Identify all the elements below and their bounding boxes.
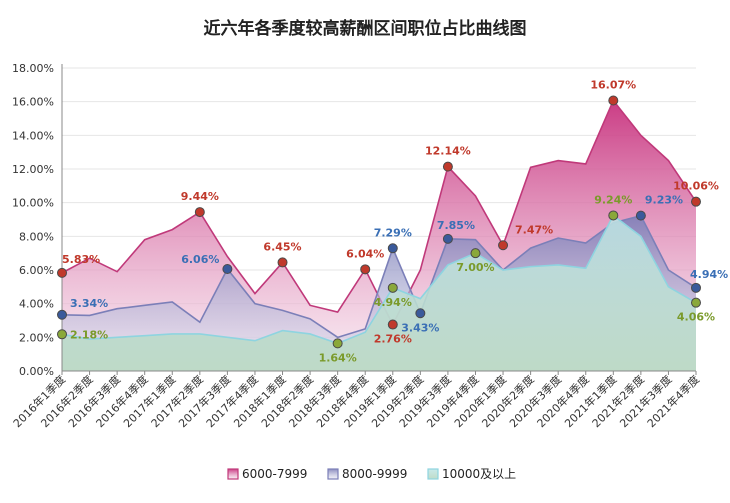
chart-title: 近六年各季度较高薪酬区间职位占比曲线图 [204, 18, 527, 39]
data-point [608, 95, 619, 106]
data-point [57, 309, 67, 320]
data-point [194, 207, 205, 218]
data-label: 7.85% [437, 219, 475, 232]
data-label: 5.83% [62, 253, 100, 266]
data-point [57, 267, 67, 278]
data-point [442, 233, 453, 244]
data-point [608, 210, 619, 221]
data-point [387, 282, 398, 293]
data-label: 12.14% [425, 145, 471, 158]
data-label: 7.00% [456, 261, 494, 274]
data-label: 3.43% [401, 321, 439, 334]
data-label: 9.44% [181, 190, 219, 203]
data-label: 4.94% [690, 268, 728, 281]
data-label: 2.18% [70, 328, 108, 341]
legend-swatch-1 [327, 468, 339, 480]
data-label: 4.06% [677, 311, 715, 324]
data-point [415, 308, 426, 319]
legend-swatch-2 [427, 468, 439, 480]
data-label: 3.34% [70, 297, 108, 310]
data-label: 6.04% [346, 247, 384, 260]
data-point [635, 210, 646, 221]
y-tick-label: 14.00% [12, 129, 54, 142]
y-tick-label: 8.00% [19, 230, 54, 243]
data-point [360, 264, 371, 275]
area-series-2 [62, 215, 696, 371]
legend-label-2: 10000及以上 [442, 467, 516, 481]
data-point [222, 263, 233, 274]
data-label: 1.64% [319, 351, 357, 364]
y-tick-label: 2.00% [19, 331, 54, 344]
y-tick-label: 0.00% [19, 365, 54, 378]
data-point [332, 338, 343, 349]
y-tick-label: 10.00% [12, 197, 54, 210]
y-tick-label: 12.00% [12, 163, 54, 176]
data-point [498, 240, 509, 251]
legend: 6000-7999 8000-9999 10000及以上 [227, 467, 516, 481]
data-point [691, 282, 701, 293]
data-point [442, 161, 453, 172]
y-tick-label: 6.00% [19, 264, 54, 277]
data-label: 9.24% [594, 193, 632, 206]
area-layer [61, 98, 697, 371]
data-point [57, 329, 67, 340]
data-point [470, 248, 481, 259]
data-label: 10.06% [673, 180, 719, 193]
y-tick-label: 16.00% [12, 96, 54, 109]
data-label-layer: 5.83% 9.44% 6.45% 6.04% 2.76% 12.14% 7.47% 16.0… [62, 78, 728, 364]
legend-label-0: 6000-7999 [242, 467, 307, 481]
data-label: 6.45% [263, 240, 301, 253]
data-point [387, 319, 398, 330]
data-label: 2.76% [374, 333, 412, 346]
legend-label-1: 8000-9999 [342, 467, 407, 481]
legend-swatch-0 [227, 468, 239, 480]
y-tick-label: 18.00% [12, 62, 54, 75]
line-series-1 [61, 214, 697, 339]
marker-layer [57, 95, 701, 349]
data-label: 9.23% [645, 194, 683, 207]
data-point [691, 196, 701, 207]
line-series-2 [61, 214, 697, 345]
data-label: 7.47% [515, 223, 553, 236]
data-label: 6.06% [181, 253, 219, 266]
data-point [277, 257, 288, 268]
data-label: 7.29% [374, 226, 412, 239]
data-point [691, 297, 701, 308]
data-label: 4.94% [374, 296, 412, 309]
data-point [387, 243, 398, 254]
data-label: 16.07% [590, 78, 636, 91]
y-tick-label: 4.00% [19, 298, 54, 311]
